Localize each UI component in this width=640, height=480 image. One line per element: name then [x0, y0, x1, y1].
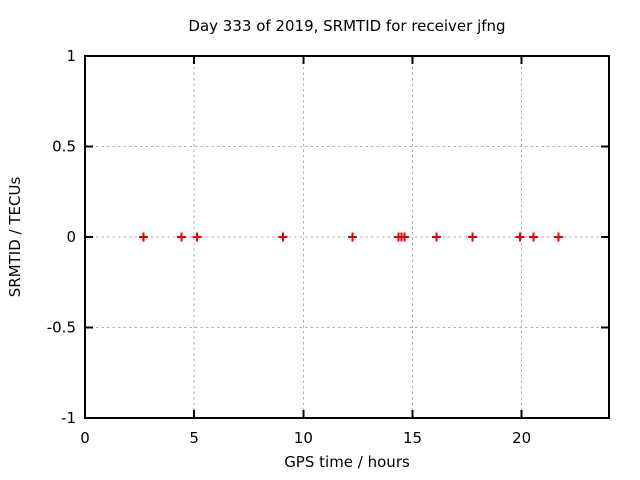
x-tick-label: 5 — [189, 429, 199, 447]
data-point-marker — [348, 232, 358, 242]
data-point-marker — [528, 232, 538, 242]
chart-title: Day 333 of 2019, SRMTID for receiver jfn… — [188, 17, 505, 35]
y-tick-label: 0 — [66, 228, 76, 246]
data-point-marker — [553, 232, 563, 242]
y-tick-label: 1 — [66, 47, 76, 65]
tick-label-layer: 0 5 10 15 20 1 0.5 0 -0.5 -1 — [47, 47, 531, 447]
y-tick-label: -0.5 — [47, 319, 76, 337]
x-axis-label: GPS time / hours — [284, 453, 410, 471]
y-tick-label: -1 — [61, 409, 76, 427]
x-tick-label: 15 — [403, 429, 422, 447]
data-point-marker — [432, 232, 442, 242]
x-tick-label: 20 — [512, 429, 531, 447]
data-point-marker — [177, 232, 187, 242]
y-axis-label: SRMTID / TECUs — [6, 177, 24, 298]
x-tick-label: 0 — [80, 429, 90, 447]
x-tick-label: 10 — [294, 429, 313, 447]
data-point-marker — [138, 232, 148, 242]
data-point-marker — [467, 232, 477, 242]
data-point-marker — [192, 232, 202, 242]
frame-layer — [84, 55, 610, 419]
data-point-marker — [515, 232, 525, 242]
point-layer — [138, 232, 563, 242]
data-point-marker — [399, 232, 409, 242]
y-tick-label: 0.5 — [52, 138, 76, 156]
data-point-marker — [278, 232, 288, 242]
